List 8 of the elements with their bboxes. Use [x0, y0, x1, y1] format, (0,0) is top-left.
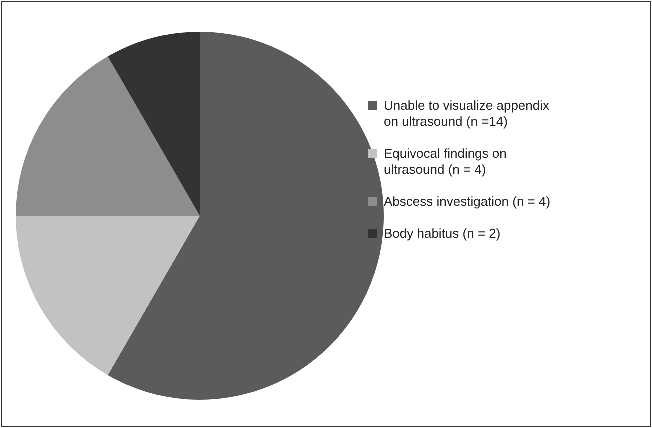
- legend-label: Body habitus (n = 2): [384, 226, 501, 241]
- pie-slice: [16, 56, 200, 216]
- legend-label: Equivocal findings on ultrasound (n = 4): [384, 146, 507, 177]
- pie-slice: [108, 32, 200, 216]
- pie-slice: [16, 216, 200, 376]
- legend-label: Unable to visualize appendix on ultrasound (n =14): [384, 98, 550, 129]
- legend-label: Abscess investigation (n = 4): [384, 194, 551, 209]
- pie-slice: [108, 32, 384, 400]
